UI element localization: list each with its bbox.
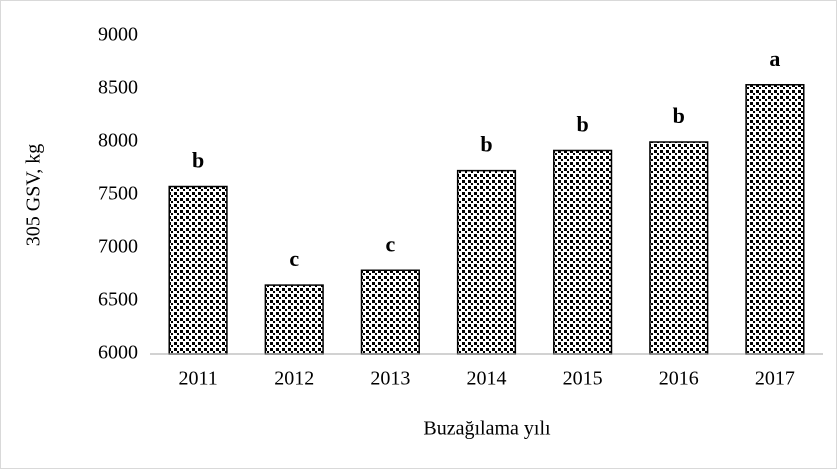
annotation: c (385, 231, 395, 256)
y-tick-label: 6500 (98, 289, 138, 311)
bar (264, 284, 324, 355)
x-tick-label: 2016 (659, 368, 699, 390)
x-tick-label: 2013 (370, 368, 410, 390)
bar (649, 141, 709, 355)
bar (360, 269, 420, 355)
annotation: c (289, 246, 299, 271)
bar (553, 149, 613, 355)
bar (745, 84, 805, 355)
y-tick-label: 6000 (98, 342, 138, 364)
annotation: a (769, 46, 780, 71)
x-tick-label: 2012 (274, 368, 314, 390)
x-tick-label: 2011 (178, 368, 217, 390)
y-tick-label: 7500 (98, 183, 138, 205)
bar (456, 169, 517, 355)
annotation: b (480, 132, 492, 157)
y-tick-label: 9000 (98, 24, 138, 46)
x-tick-label: 2015 (563, 368, 603, 390)
y-axis-label: 305 GSV, kg (23, 144, 45, 246)
x-axis-label: Buzağılama yılı (423, 418, 551, 440)
annotation: b (577, 112, 589, 137)
x-tick-label: 2014 (467, 368, 507, 390)
x-tick-label: 2017 (755, 368, 795, 390)
annotation: b (192, 148, 204, 173)
annotation: b (673, 103, 685, 128)
y-tick-label: 7000 (98, 236, 138, 258)
bar (168, 185, 228, 355)
y-tick-label: 8000 (98, 130, 138, 152)
y-tick-label: 8500 (98, 77, 138, 99)
